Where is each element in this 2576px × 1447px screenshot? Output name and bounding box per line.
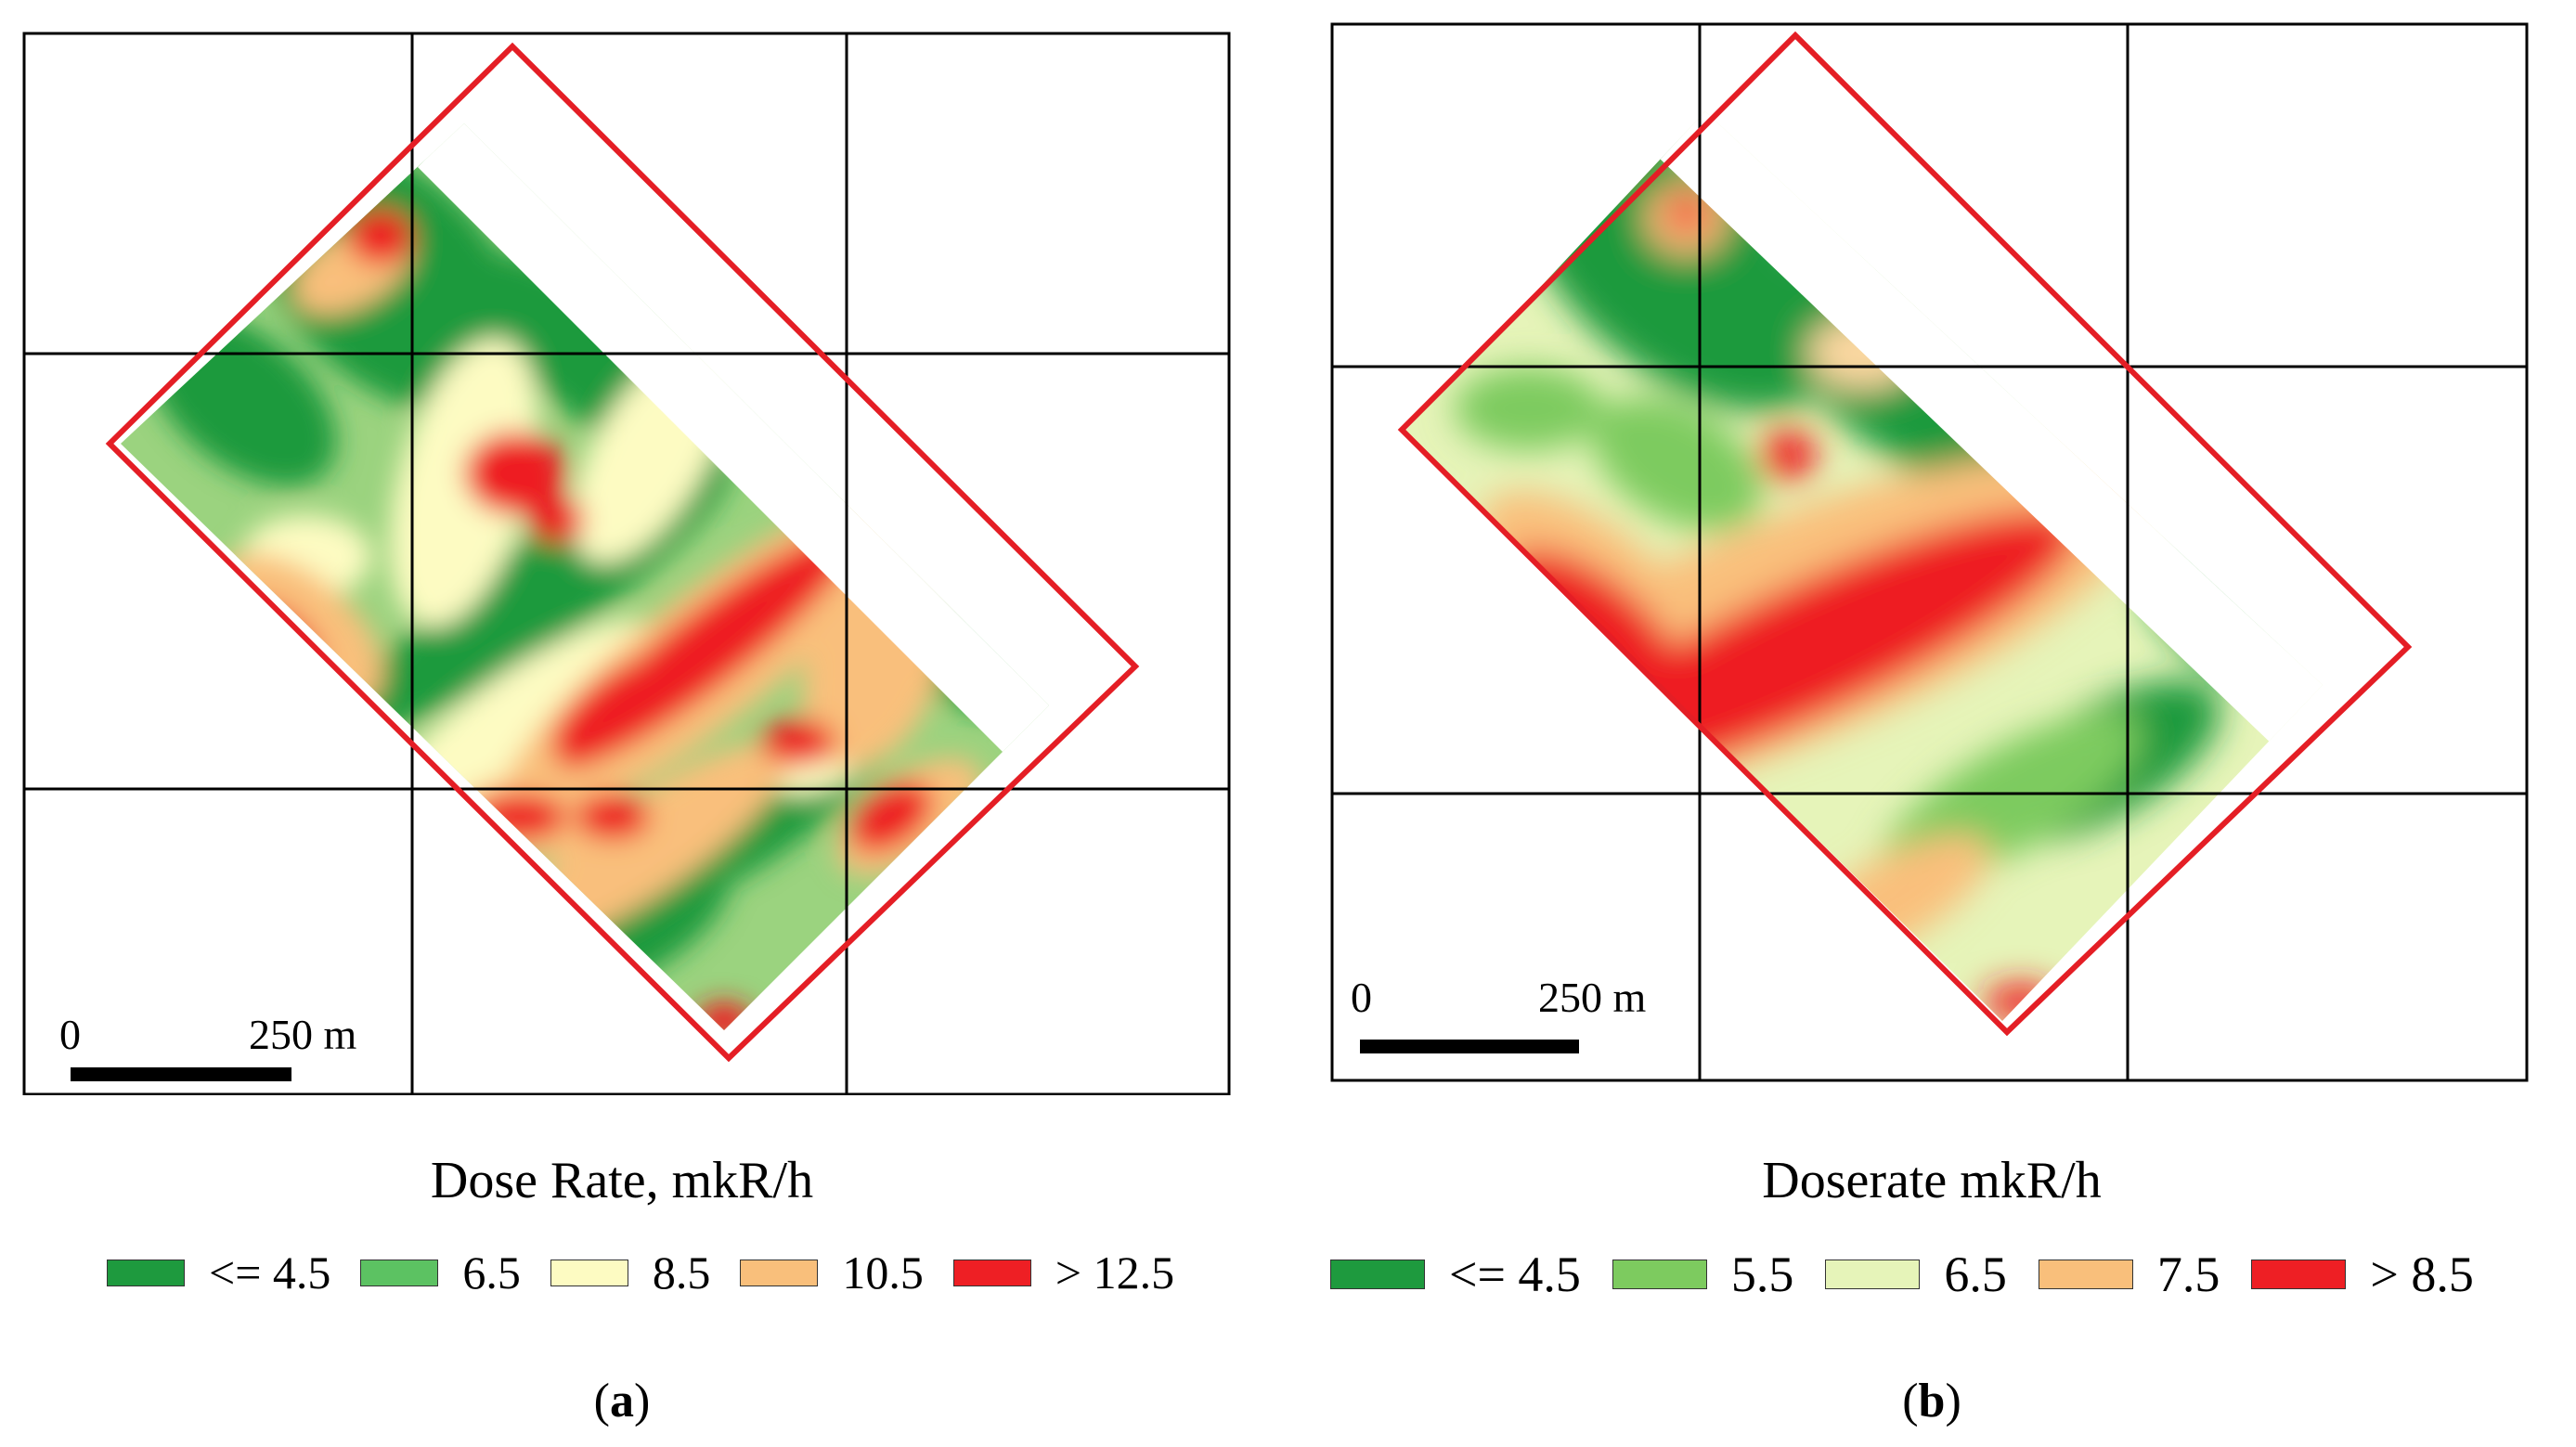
panel-b: 0 250 m Doserate mkR/h <= 4.5 5.5 6.5 7.… xyxy=(1288,0,2576,1447)
caption-letter-a: a xyxy=(610,1375,634,1428)
legend-a: <= 4.5 6.5 8.5 10.5 > 12.5 xyxy=(107,1246,1174,1299)
unsurveyed-area xyxy=(1659,111,2323,770)
legend-b: <= 4.5 5.5 6.5 7.5 > 8.5 xyxy=(1330,1246,2474,1303)
scale-bar-b xyxy=(1360,1040,1579,1053)
scale-zero-label: 0 xyxy=(59,1011,81,1058)
legend-label: 10.5 xyxy=(842,1247,924,1298)
legend-title-a: Dose Rate, mkR/h xyxy=(430,1152,814,1209)
legend-item: 10.5 xyxy=(740,1246,924,1299)
map-grid-b xyxy=(1330,22,2529,1082)
scale-bar-a xyxy=(71,1067,291,1081)
caption-letter-b: b xyxy=(1918,1375,1946,1428)
legend-item: 5.5 xyxy=(1612,1246,1794,1303)
legend-swatch xyxy=(2038,1260,2133,1289)
legend-label: <= 4.5 xyxy=(209,1247,331,1298)
dose-rate-heatmap-b xyxy=(1404,111,2323,1021)
legend-swatch xyxy=(1612,1260,1707,1289)
scale-distance-label: 250 m xyxy=(249,1011,357,1058)
dose-rate-map-b xyxy=(1330,22,2529,1082)
legend-item: > 8.5 xyxy=(2251,1246,2474,1303)
survey-boundary-a xyxy=(105,42,1140,1063)
legend-swatch xyxy=(2251,1260,2347,1289)
legend-label: 5.5 xyxy=(1730,1247,1794,1302)
legend-label: > 12.5 xyxy=(1055,1247,1175,1298)
legend-item: > 12.5 xyxy=(952,1246,1175,1299)
dose-rate-heatmap-a xyxy=(121,123,1049,1030)
legend-label: 6.5 xyxy=(462,1247,521,1298)
legend-label: 8.5 xyxy=(652,1247,711,1298)
legend-label: > 8.5 xyxy=(2370,1247,2474,1302)
legend-swatch xyxy=(360,1259,439,1286)
legend-item: 6.5 xyxy=(360,1246,521,1299)
unsurveyed-area xyxy=(418,123,1049,807)
panel-a: 0 250 m Dose Rate, mkR/h <= 4.5 6.5 8.5 … xyxy=(22,32,1231,1428)
legend-item: <= 4.5 xyxy=(107,1246,330,1299)
survey-boundary-b xyxy=(1397,31,2413,1037)
legend-item: 8.5 xyxy=(550,1246,711,1299)
legend-label: 7.5 xyxy=(2156,1247,2220,1302)
legend-label: <= 4.5 xyxy=(1449,1247,1581,1302)
legend-swatch xyxy=(740,1259,819,1286)
legend-title-b: Doserate mkR/h xyxy=(1762,1152,2102,1209)
legend-swatch xyxy=(107,1259,185,1286)
scale-zero-label: 0 xyxy=(1351,974,1372,1021)
dose-rate-map-a xyxy=(22,32,1231,1095)
legend-item: 7.5 xyxy=(2038,1246,2220,1303)
legend-swatch xyxy=(1825,1260,1921,1289)
legend-swatch xyxy=(550,1259,628,1286)
legend-swatch xyxy=(1330,1260,1425,1289)
legend-swatch xyxy=(952,1259,1031,1286)
legend-label: 6.5 xyxy=(1944,1247,2007,1302)
legend-item: <= 4.5 xyxy=(1330,1246,1581,1303)
legend-item: 6.5 xyxy=(1825,1246,2007,1303)
scale-distance-label: 250 m xyxy=(1538,974,1647,1021)
caption-a: (a) xyxy=(593,1375,651,1428)
map-grid-a xyxy=(22,32,1231,1095)
caption-b: (b) xyxy=(1902,1375,1961,1428)
